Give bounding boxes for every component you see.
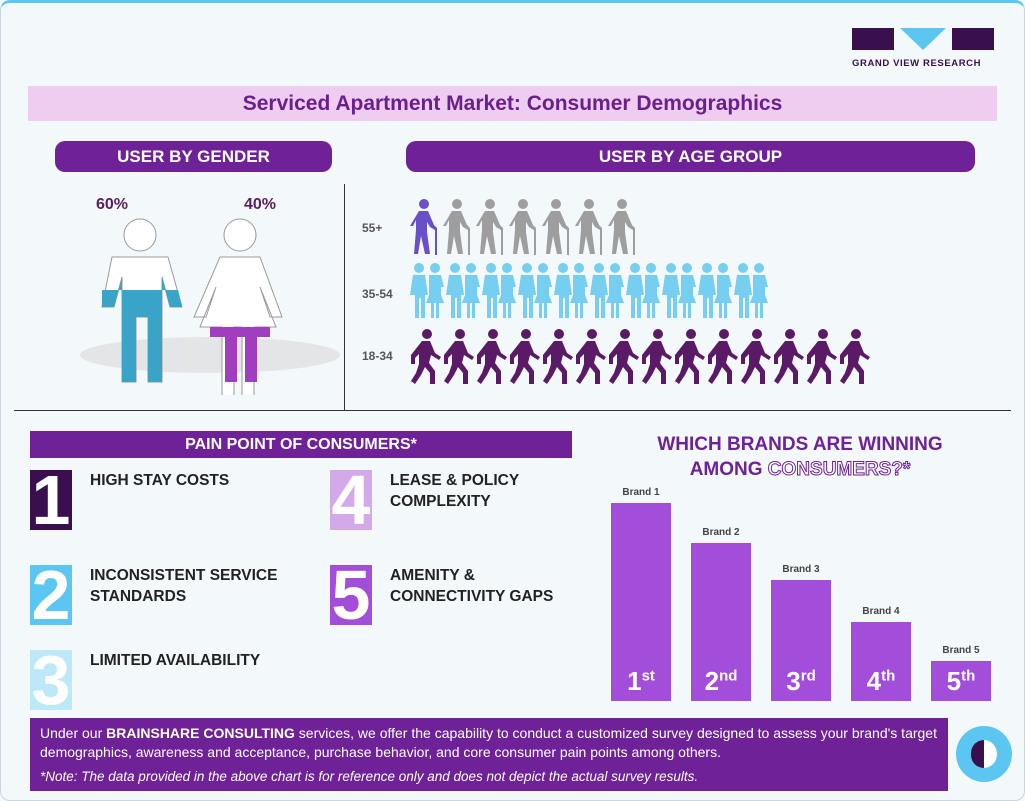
walking-person-icon bbox=[807, 329, 837, 384]
male-percent: 60% bbox=[96, 196, 129, 213]
walking-person-icon bbox=[444, 329, 474, 384]
age-label: 35-54 bbox=[362, 287, 393, 301]
number-badge-icon: 4 bbox=[330, 470, 372, 530]
brand-bar: 4th bbox=[851, 621, 911, 701]
brainshare-icon[interactable] bbox=[956, 726, 1012, 782]
divider bbox=[14, 410, 1011, 411]
elderly-person-icon bbox=[575, 199, 602, 255]
pain-point-item: 4 LEASE & POLICY COMPLEXITY bbox=[330, 470, 590, 530]
question-line: WHICH BRANDS ARE WINNING bbox=[657, 434, 943, 455]
brands-question: WHICH BRANDS ARE WINNING AMONG CONSUMERS… bbox=[600, 432, 1000, 482]
gender-header: USER BY GENDER bbox=[55, 141, 332, 172]
age-label: 18-34 bbox=[362, 349, 393, 363]
couple-icon bbox=[446, 263, 480, 318]
couple-icon bbox=[698, 263, 732, 318]
pain-header: PAIN POINT OF CONSUMERS* bbox=[30, 431, 572, 458]
footer-banner: Under our BRAINSHARE CONSULTING services… bbox=[30, 718, 948, 791]
couple-icon bbox=[662, 263, 696, 318]
logo-text: GRAND VIEW RESEARCH bbox=[852, 58, 982, 69]
brand-label: Brand 4 bbox=[862, 605, 900, 617]
couple-icon bbox=[554, 263, 588, 318]
brand-label: Brand 1 bbox=[622, 487, 660, 498]
page-title: Serviced Apartment Market: Consumer Demo… bbox=[28, 86, 997, 121]
couple-icon bbox=[626, 263, 660, 318]
gender-figures bbox=[80, 218, 340, 395]
walking-person-icon bbox=[411, 329, 441, 384]
female-percent: 40% bbox=[244, 196, 277, 213]
walking-person-icon bbox=[477, 329, 507, 384]
walking-person-icon bbox=[741, 329, 771, 384]
brand-bar: 5th bbox=[931, 661, 991, 701]
question-highlight: CONSUMERS?* bbox=[767, 459, 911, 481]
brand-bar: 2nd bbox=[691, 542, 751, 701]
footer-text: Under our bbox=[40, 725, 107, 741]
brand-label: Brand 3 bbox=[782, 564, 820, 576]
couple-icon bbox=[518, 263, 552, 318]
grand-view-research-logo: GRAND VIEW RESEARCH bbox=[852, 28, 995, 69]
walking-person-icon bbox=[510, 329, 540, 384]
footer-note: *Note: The data provided in the above ch… bbox=[40, 769, 699, 784]
brand-label: Brand 5 bbox=[942, 645, 980, 657]
walking-person-icon bbox=[543, 329, 573, 384]
brand-bar: 3rd bbox=[771, 580, 831, 701]
walking-person-icon bbox=[576, 329, 606, 384]
walking-person-icon bbox=[708, 329, 738, 384]
female-figure-icon bbox=[193, 218, 283, 395]
elderly-person-icon bbox=[509, 199, 536, 255]
walking-person-icon bbox=[609, 329, 639, 384]
elderly-person-icon bbox=[542, 199, 569, 255]
age-row-35-54 bbox=[410, 262, 770, 320]
couple-icon bbox=[734, 263, 768, 318]
footer-bold: BRAINSHARE CONSULTING bbox=[106, 725, 295, 741]
walking-person-icon bbox=[840, 329, 870, 384]
walking-person-icon bbox=[675, 329, 705, 384]
walking-person-icon bbox=[642, 329, 672, 384]
couple-icon bbox=[482, 263, 516, 318]
age-row-55-plus bbox=[410, 197, 641, 255]
elderly-person-icon bbox=[476, 199, 503, 255]
male-figure-icon bbox=[101, 218, 183, 383]
question-line: AMONG bbox=[689, 459, 768, 480]
pain-point-text: HIGH STAY COSTS bbox=[90, 472, 230, 489]
footer-text: services, we offer the capability to con… bbox=[40, 725, 937, 760]
number-badge-icon: 1 bbox=[30, 470, 72, 530]
walking-person-icon bbox=[774, 329, 804, 384]
pain-point-text: AMENITY & CONNECTIVITY GAPS bbox=[390, 567, 554, 605]
number-badge-icon: 2 bbox=[30, 565, 72, 625]
pain-point-text: LEASE & POLICY COMPLEXITY bbox=[390, 472, 519, 510]
brand-label: Brand 2 bbox=[702, 526, 740, 538]
elderly-person-icon bbox=[608, 199, 635, 255]
age-header: USER BY AGE GROUP bbox=[406, 141, 975, 172]
brand-bar: 1st bbox=[611, 503, 671, 701]
pain-point-item: 1 HIGH STAY COSTS bbox=[30, 470, 290, 530]
elderly-person-icon bbox=[410, 199, 437, 255]
couple-icon bbox=[590, 263, 624, 318]
pain-point-item: 5 AMENITY & CONNECTIVITY GAPS bbox=[330, 565, 590, 625]
pain-point-text: LIMITED AVAILABILITY bbox=[90, 652, 261, 669]
number-badge-icon: 5 bbox=[330, 565, 372, 625]
divider bbox=[344, 184, 345, 410]
pain-point-item: 3 LIMITED AVAILABILITY bbox=[30, 650, 290, 710]
pain-point-text: INCONSISTENT SERVICE STANDARDS bbox=[90, 567, 278, 605]
number-badge-icon: 3 bbox=[30, 650, 72, 710]
age-row-18-34 bbox=[410, 327, 872, 385]
age-label: 55+ bbox=[362, 221, 383, 235]
couple-icon bbox=[410, 263, 444, 318]
elderly-person-icon bbox=[443, 199, 470, 255]
pain-point-item: 2 INCONSISTENT SERVICE STANDARDS bbox=[30, 565, 290, 625]
